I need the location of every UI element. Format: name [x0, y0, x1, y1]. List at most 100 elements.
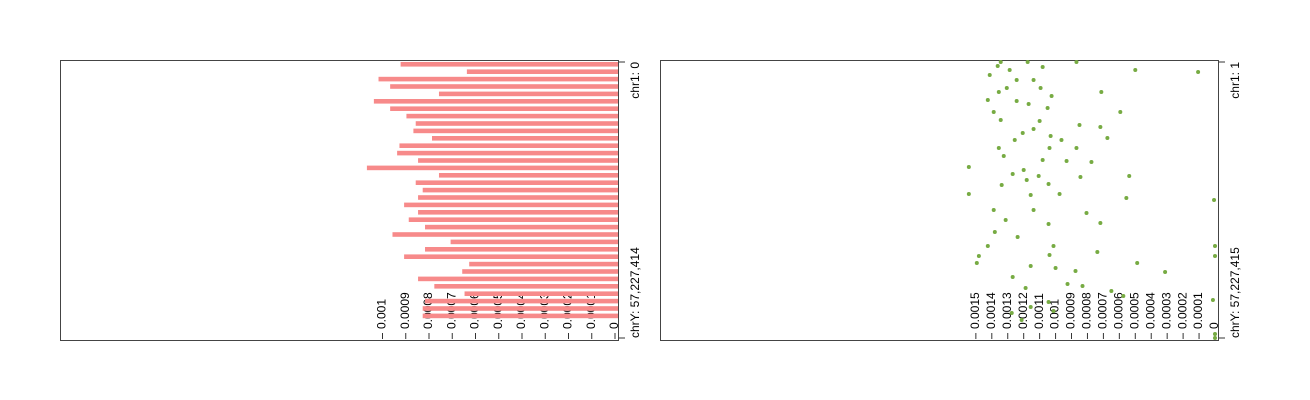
bar [438, 91, 618, 97]
point [1028, 305, 1033, 310]
point [985, 244, 990, 249]
point [1212, 198, 1217, 203]
panel-frame [660, 60, 1219, 341]
point [996, 146, 1001, 151]
point [1046, 222, 1051, 227]
point [999, 183, 1004, 188]
point [1080, 284, 1085, 289]
point [1084, 211, 1089, 216]
point [1109, 289, 1114, 294]
point [1031, 127, 1036, 132]
point [1074, 146, 1079, 151]
point [1038, 86, 1043, 91]
point [987, 73, 992, 78]
value-tick-label: 0 [1207, 322, 1221, 329]
value-tick-label: 0.0014 [984, 292, 998, 329]
point [1014, 78, 1019, 83]
point [1074, 60, 1079, 64]
point [1045, 106, 1050, 111]
value-tick-label: 0.0008 [1080, 292, 1094, 329]
point [966, 165, 971, 170]
point [1098, 125, 1103, 130]
value-tick-label: 0.0009 [398, 292, 412, 329]
point [1213, 336, 1217, 340]
point [1078, 175, 1083, 180]
point [1099, 90, 1104, 95]
point [1012, 138, 1017, 143]
position-label: chrY: 57,227,415 [1228, 247, 1242, 338]
value-tick-label: 0.0003 [1159, 292, 1173, 329]
bar [425, 298, 618, 304]
point [1073, 269, 1078, 274]
value-tick-label: 0.0006 [1112, 292, 1126, 329]
value-tick-label: 0.0002 [1175, 292, 1189, 329]
point [1065, 282, 1070, 287]
point [1135, 261, 1140, 266]
bar [418, 195, 618, 200]
value-tick-label: 0 [607, 322, 621, 329]
bar [422, 306, 618, 311]
point [1047, 146, 1052, 151]
bar [378, 76, 618, 82]
bar [450, 239, 618, 245]
value-tick-label: 0.0015 [968, 292, 982, 329]
bar [464, 291, 618, 296]
point [1213, 332, 1217, 337]
bar [413, 128, 618, 134]
bar [404, 202, 618, 208]
point [1007, 68, 1012, 73]
bar [422, 187, 618, 193]
point [1121, 294, 1126, 299]
bar [422, 313, 618, 319]
point [1046, 300, 1051, 305]
point [1095, 250, 1100, 255]
point [1026, 102, 1031, 107]
point [1021, 168, 1026, 173]
bar [425, 247, 618, 252]
point [985, 98, 990, 103]
value-tick-label: 0.0004 [1143, 292, 1157, 329]
bar [373, 99, 618, 104]
bar [469, 261, 618, 267]
point [1028, 264, 1033, 269]
bar [408, 217, 618, 222]
point [1001, 154, 1006, 159]
point [976, 254, 981, 259]
point [974, 261, 979, 266]
point [966, 192, 971, 197]
bar [425, 224, 618, 230]
point [1196, 70, 1201, 75]
position-label: chrY: 57,227,414 [628, 247, 642, 338]
bar [418, 210, 618, 215]
bar [397, 150, 618, 156]
point [1064, 159, 1069, 164]
point [1015, 235, 1020, 240]
point [1037, 119, 1042, 124]
point [1010, 275, 1015, 280]
position-label: chr1: 0 [628, 62, 642, 99]
point [1046, 182, 1051, 187]
point [991, 110, 996, 115]
point [1163, 270, 1168, 275]
bar [466, 69, 618, 74]
position-label: chr1: 1 [1228, 62, 1242, 99]
point [1049, 94, 1054, 99]
point [995, 64, 1000, 69]
point [996, 90, 1001, 95]
point [1003, 218, 1008, 223]
point [1031, 78, 1036, 83]
bar [399, 143, 618, 148]
point [1047, 253, 1052, 258]
bar [392, 232, 618, 237]
point [1036, 174, 1041, 179]
bar [404, 254, 618, 259]
bar [390, 84, 618, 89]
point [1127, 174, 1132, 179]
point [1051, 309, 1056, 314]
bar [418, 276, 618, 282]
point [1057, 192, 1062, 197]
value-tick-label: 0.0007 [1096, 292, 1110, 329]
point [1051, 244, 1056, 249]
point [1010, 172, 1015, 177]
bar [390, 106, 618, 111]
